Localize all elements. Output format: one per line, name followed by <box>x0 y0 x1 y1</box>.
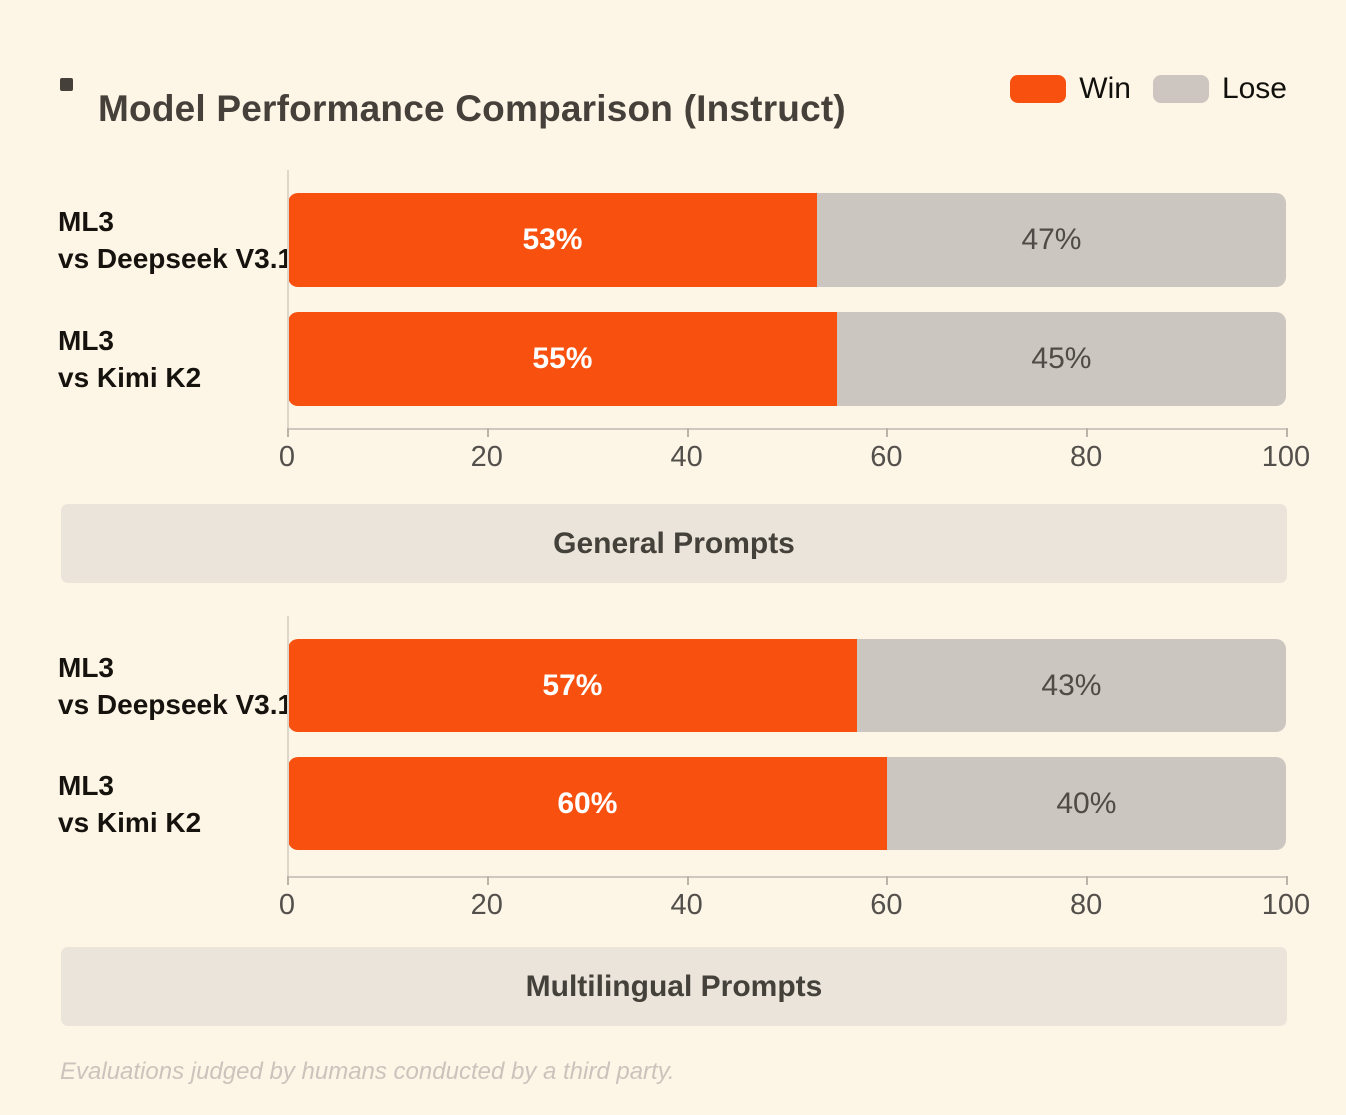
x-axis-tick <box>886 428 889 437</box>
category-label: ML3 vs Kimi K2 <box>58 322 283 396</box>
x-axis-tick-label: 100 <box>1261 441 1311 473</box>
bar-row: 60% 40% <box>288 757 1286 850</box>
x-axis-tick-label: 20 <box>470 889 503 921</box>
x-axis-tick <box>287 876 289 885</box>
x-axis-tick <box>486 428 489 437</box>
bar-row: 53% 47% <box>288 193 1286 287</box>
x-axis-tick <box>886 876 889 885</box>
segment-value-label: 45% <box>1031 342 1092 375</box>
x-axis-tick-label: 100 <box>1261 889 1311 921</box>
legend-label-lose: Lose <box>1221 72 1287 105</box>
x-axis-tick-label: 40 <box>670 441 703 473</box>
x-axis-tick <box>686 428 689 437</box>
category-label-line: vs Kimi K2 <box>58 362 202 393</box>
segment-value-label: 60% <box>557 786 618 820</box>
category-label: ML3 vs Deepseek V3.1 <box>58 203 294 277</box>
legend-label-win: Win <box>1079 72 1131 105</box>
x-axis-tick <box>1286 876 1288 885</box>
category-label-line: vs Kimi K2 <box>58 807 202 838</box>
legend-item-lose: Lose <box>1152 72 1287 106</box>
bar-segment-lose: 45% <box>836 312 1286 406</box>
bar-segment-lose: 40% <box>886 757 1286 850</box>
title-bullet-square <box>60 78 73 91</box>
section-band-multilingual-prompts: Multilingual Prompts <box>61 947 1287 1026</box>
bar-segment-lose: 47% <box>816 193 1286 287</box>
x-axis-tick-label: 60 <box>870 441 903 473</box>
x-axis-tick-label: 20 <box>470 441 503 473</box>
page-title: Model Performance Comparison (Instruct) <box>98 87 846 129</box>
x-axis-tick-label: 40 <box>670 889 703 921</box>
bar-row: 55% 45% <box>288 312 1286 406</box>
x-axis-tick-label: 0 <box>278 889 296 921</box>
segment-value-label: 55% <box>532 342 593 375</box>
category-label: ML3 vs Kimi K2 <box>58 767 283 841</box>
category-label-line: vs Deepseek V3.1 <box>58 243 294 274</box>
segment-value-label: 47% <box>1021 223 1082 256</box>
legend: Win Lose <box>1010 72 1287 106</box>
bar-segment-win: 57% <box>288 639 857 732</box>
segment-value-label: 53% <box>522 223 583 256</box>
category-label-line: ML3 <box>58 325 114 356</box>
category-label-line: vs Deepseek V3.1 <box>58 689 294 720</box>
x-axis-tick <box>1086 428 1089 437</box>
legend-swatch-lose <box>1152 75 1209 103</box>
section-band-label: Multilingual Prompts <box>525 969 823 1003</box>
segment-value-label: 57% <box>542 668 603 702</box>
x-axis-line <box>287 876 1288 878</box>
bar-segment-win: 53% <box>288 193 817 287</box>
bar-row: 57% 43% <box>288 639 1286 732</box>
x-axis-tick-label: 80 <box>1070 441 1103 473</box>
segment-value-label: 43% <box>1041 668 1102 702</box>
bar-segment-lose: 43% <box>856 639 1286 732</box>
x-axis-tick <box>1286 428 1288 437</box>
x-axis-tick-label: 0 <box>278 441 296 473</box>
footnote: Evaluations judged by humans conducted b… <box>60 1058 675 1085</box>
section-band-label: General Prompts <box>553 526 795 560</box>
x-axis-tick <box>287 428 289 437</box>
category-label-line: ML3 <box>58 206 114 237</box>
bar-segment-win: 55% <box>288 312 837 406</box>
x-axis-tick <box>486 876 489 885</box>
x-axis-tick-label: 60 <box>870 889 903 921</box>
category-label-line: ML3 <box>58 770 114 801</box>
bar-segment-win: 60% <box>288 757 887 850</box>
x-axis-line <box>287 428 1288 430</box>
segment-value-label: 40% <box>1056 786 1117 820</box>
legend-item-win: Win <box>1010 72 1131 106</box>
legend-swatch-win <box>1010 75 1067 103</box>
y-axis-line <box>287 170 289 428</box>
x-axis-tick <box>686 876 689 885</box>
x-axis-tick <box>1086 876 1089 885</box>
category-label-line: ML3 <box>58 652 114 683</box>
category-label: ML3 vs Deepseek V3.1 <box>58 649 294 723</box>
y-axis-line <box>287 616 289 876</box>
section-band-general-prompts: General Prompts <box>61 504 1287 583</box>
x-axis-tick-label: 80 <box>1070 889 1103 921</box>
